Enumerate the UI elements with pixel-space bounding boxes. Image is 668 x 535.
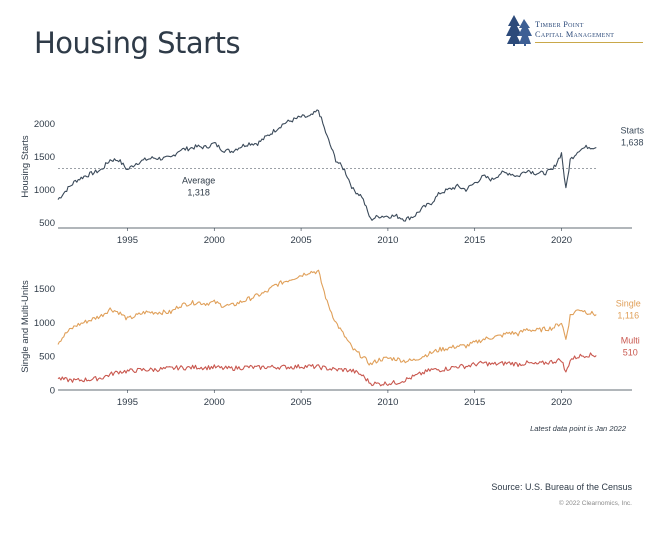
logo: Timber Point Capital Management xyxy=(505,14,645,48)
logo-line-2: Capital Management xyxy=(535,30,615,39)
x-tick-label: 2015 xyxy=(464,235,485,246)
series-name-label: Single xyxy=(616,299,641,309)
x-tick-label: 2000 xyxy=(204,397,225,408)
y-tick-label: 1500 xyxy=(34,284,55,295)
y-tick-label: 1000 xyxy=(34,318,55,329)
housing-starts-chart: 1995 2000 2005 2010 2015 2020500100015002000H… xyxy=(20,109,645,246)
x-tick-label: 2015 xyxy=(464,397,485,408)
y-axis-label: Housing Starts xyxy=(20,135,31,198)
x-tick-label: 2000 xyxy=(204,235,225,246)
series-name-label: Multi xyxy=(621,336,640,346)
series-line-single xyxy=(57,269,597,366)
y-axis-label: Single and Multi-Units xyxy=(20,280,31,373)
series-end-value-label: 1,116 xyxy=(617,311,639,321)
pine-trees-icon xyxy=(506,15,532,46)
x-tick-label: 1995 xyxy=(117,235,138,246)
x-tick-label: 2020 xyxy=(551,235,572,246)
x-tick-label: 2020 xyxy=(551,397,572,408)
y-tick-label: 2000 xyxy=(34,119,55,130)
logo-line-1: Timber Point xyxy=(535,20,584,29)
source-note: Source: U.S. Bureau of the Census xyxy=(491,482,632,492)
single-multi-units-chart: 1995 2000 2005 2010 2015 2020050010001500Sing… xyxy=(20,269,641,408)
copyright-note: © 2022 Clearnomics, Inc. xyxy=(558,500,632,507)
x-tick-label: 1995 xyxy=(117,397,138,408)
x-tick-label: 2005 xyxy=(291,235,312,246)
x-tick-label: 2010 xyxy=(377,235,398,246)
logo-underline xyxy=(535,42,643,43)
series-end-value-label: 1,638 xyxy=(621,137,644,147)
y-tick-label: 0 xyxy=(50,386,55,397)
page-title: Housing Starts xyxy=(34,26,241,60)
average-value-label: 1,318 xyxy=(187,188,210,198)
series-name-label: Starts xyxy=(621,125,645,135)
x-tick-label: 2010 xyxy=(377,397,398,408)
average-label: Average xyxy=(182,176,215,186)
latest-data-note: Latest data point is Jan 2022 xyxy=(530,424,626,433)
y-tick-label: 1500 xyxy=(34,152,55,163)
series-end-value-label: 510 xyxy=(623,348,638,358)
series-line-multi xyxy=(57,352,597,387)
x-tick-label: 2005 xyxy=(291,397,312,408)
series-line-starts xyxy=(57,109,597,222)
y-tick-label: 500 xyxy=(39,218,55,229)
y-tick-label: 1000 xyxy=(34,185,55,196)
y-tick-label: 500 xyxy=(39,352,55,363)
